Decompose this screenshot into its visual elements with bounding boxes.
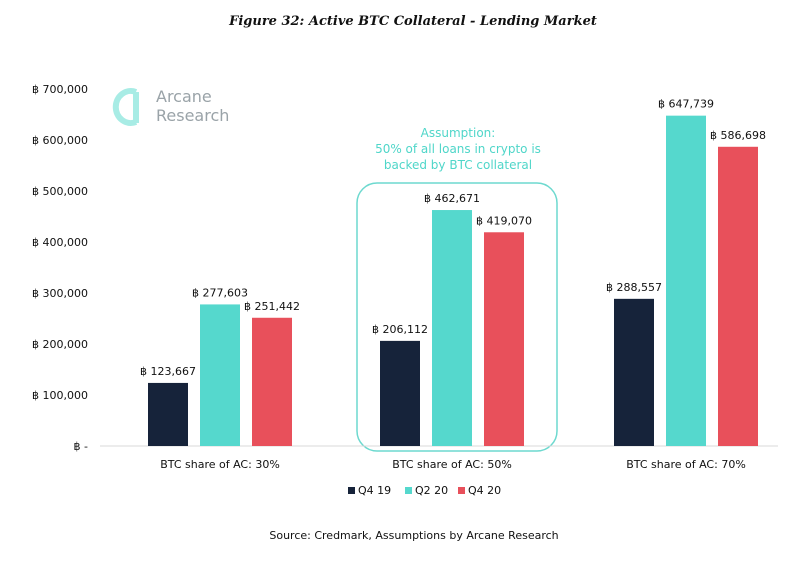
bar-q2-20 <box>432 210 472 446</box>
bar-q2-20 <box>200 304 240 446</box>
bar-q4-19 <box>148 382 188 446</box>
bar-q2-20 <box>666 115 706 446</box>
y-tick-label: ฿ - <box>74 440 88 453</box>
data-label: ฿ 251,442 <box>244 300 300 313</box>
bar-q4-20 <box>718 146 758 446</box>
x-axis-categories: BTC share of AC: 30% BTC share of AC: 50%… <box>160 458 746 471</box>
bar-q4-19 <box>380 340 420 446</box>
y-tick-label: ฿ 700,000 <box>32 83 88 96</box>
legend-label: Q2 20 <box>415 484 448 497</box>
data-label: ฿ 123,667 <box>140 365 196 378</box>
legend-swatch <box>405 487 412 494</box>
y-tick-label: ฿ 100,000 <box>32 389 88 402</box>
annotation-line-1: Assumption: <box>421 126 496 140</box>
logo-line-2: Research <box>156 106 229 125</box>
logo-line-1: Arcane <box>156 87 212 106</box>
y-tick-label: ฿ 500,000 <box>32 185 88 198</box>
x-category-label: BTC share of AC: 30% <box>160 458 280 471</box>
bars <box>148 115 758 446</box>
x-category-label: BTC share of AC: 50% <box>392 458 512 471</box>
legend-swatch <box>348 487 355 494</box>
data-label: ฿ 586,698 <box>710 129 766 142</box>
x-category-label: BTC share of AC: 70% <box>626 458 746 471</box>
annotation-line-2: 50% of all loans in crypto is <box>375 142 541 156</box>
y-tick-label: ฿ 400,000 <box>32 236 88 249</box>
data-label: ฿ 419,070 <box>476 214 532 227</box>
y-tick-label: ฿ 300,000 <box>32 287 88 300</box>
arcane-logo: Arcane Research <box>112 87 229 126</box>
annotation-line-3: backed by BTC collateral <box>384 158 532 172</box>
legend-label: Q4 20 <box>468 484 501 497</box>
data-label: ฿ 462,671 <box>424 192 480 205</box>
arcane-logo-icon <box>112 88 139 126</box>
y-axis: ฿ - ฿ 100,000 ฿ 200,000 ฿ 300,000 ฿ 400,000 ฿… <box>32 83 88 453</box>
highlight-box <box>356 182 558 452</box>
data-label: ฿ 647,739 <box>658 98 714 111</box>
y-tick-label: ฿ 600,000 <box>32 134 88 147</box>
data-label: ฿ 277,603 <box>192 286 248 299</box>
y-tick-label: ฿ 200,000 <box>32 338 88 351</box>
chart-title: Figure 32: Active BTC Collateral - Lendi… <box>229 14 597 29</box>
bar-q4-20 <box>252 317 292 446</box>
legend-label: Q4 19 <box>358 484 391 497</box>
data-label: ฿ 288,557 <box>606 281 662 294</box>
legend: Q4 19 Q2 20 Q4 20 <box>348 484 501 497</box>
source-note: Source: Credmark, Assumptions by Arcane … <box>269 529 559 542</box>
data-labels: ฿ 123,667 ฿ 277,603฿ 251,442 ฿ 206,112 ฿ 46… <box>140 98 766 378</box>
bar-q4-20 <box>484 232 524 446</box>
bar-q4-19 <box>614 298 654 446</box>
data-label: ฿ 206,112 <box>372 323 428 336</box>
legend-swatch <box>458 487 465 494</box>
